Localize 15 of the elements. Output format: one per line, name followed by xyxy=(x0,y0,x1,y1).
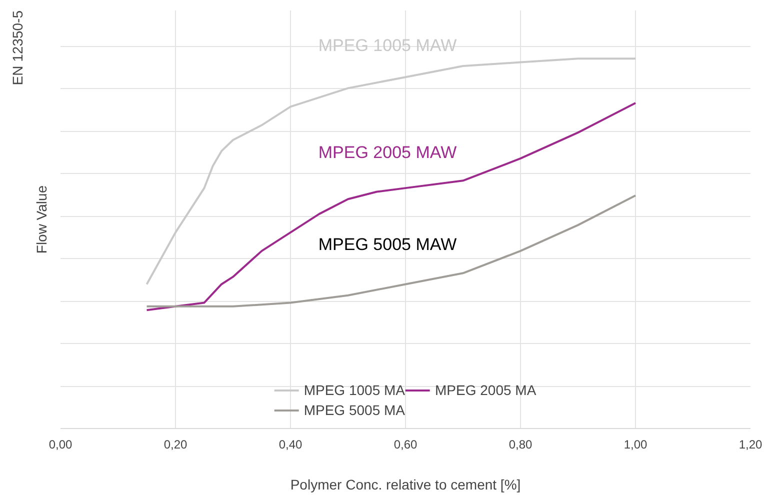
y-axis-title: Flow Value xyxy=(34,185,50,254)
x-tick-label: 1,20 xyxy=(738,438,763,452)
x-tick-label: 0,00 xyxy=(48,438,73,452)
legend-label: MPEG 5005 MA xyxy=(304,402,405,418)
x-tick-label: 0,20 xyxy=(164,438,188,452)
x-tick-label: 0,80 xyxy=(508,438,533,452)
legend-label: MPEG 1005 MA xyxy=(304,382,405,398)
annotation: MPEG 2005 MAW xyxy=(318,143,457,162)
annotation: MPEG 5005 MAW xyxy=(318,235,457,254)
x-tick-label: 1,00 xyxy=(624,438,648,452)
x-tick-label: 0,40 xyxy=(278,438,303,452)
x-tick-label: 0,60 xyxy=(394,438,418,452)
legend-label: MPEG 2005 MA xyxy=(435,382,536,398)
x-axis-title: Polymer Conc. relative to cement [%] xyxy=(290,476,521,492)
text: EN 12350-5 xyxy=(10,10,26,86)
